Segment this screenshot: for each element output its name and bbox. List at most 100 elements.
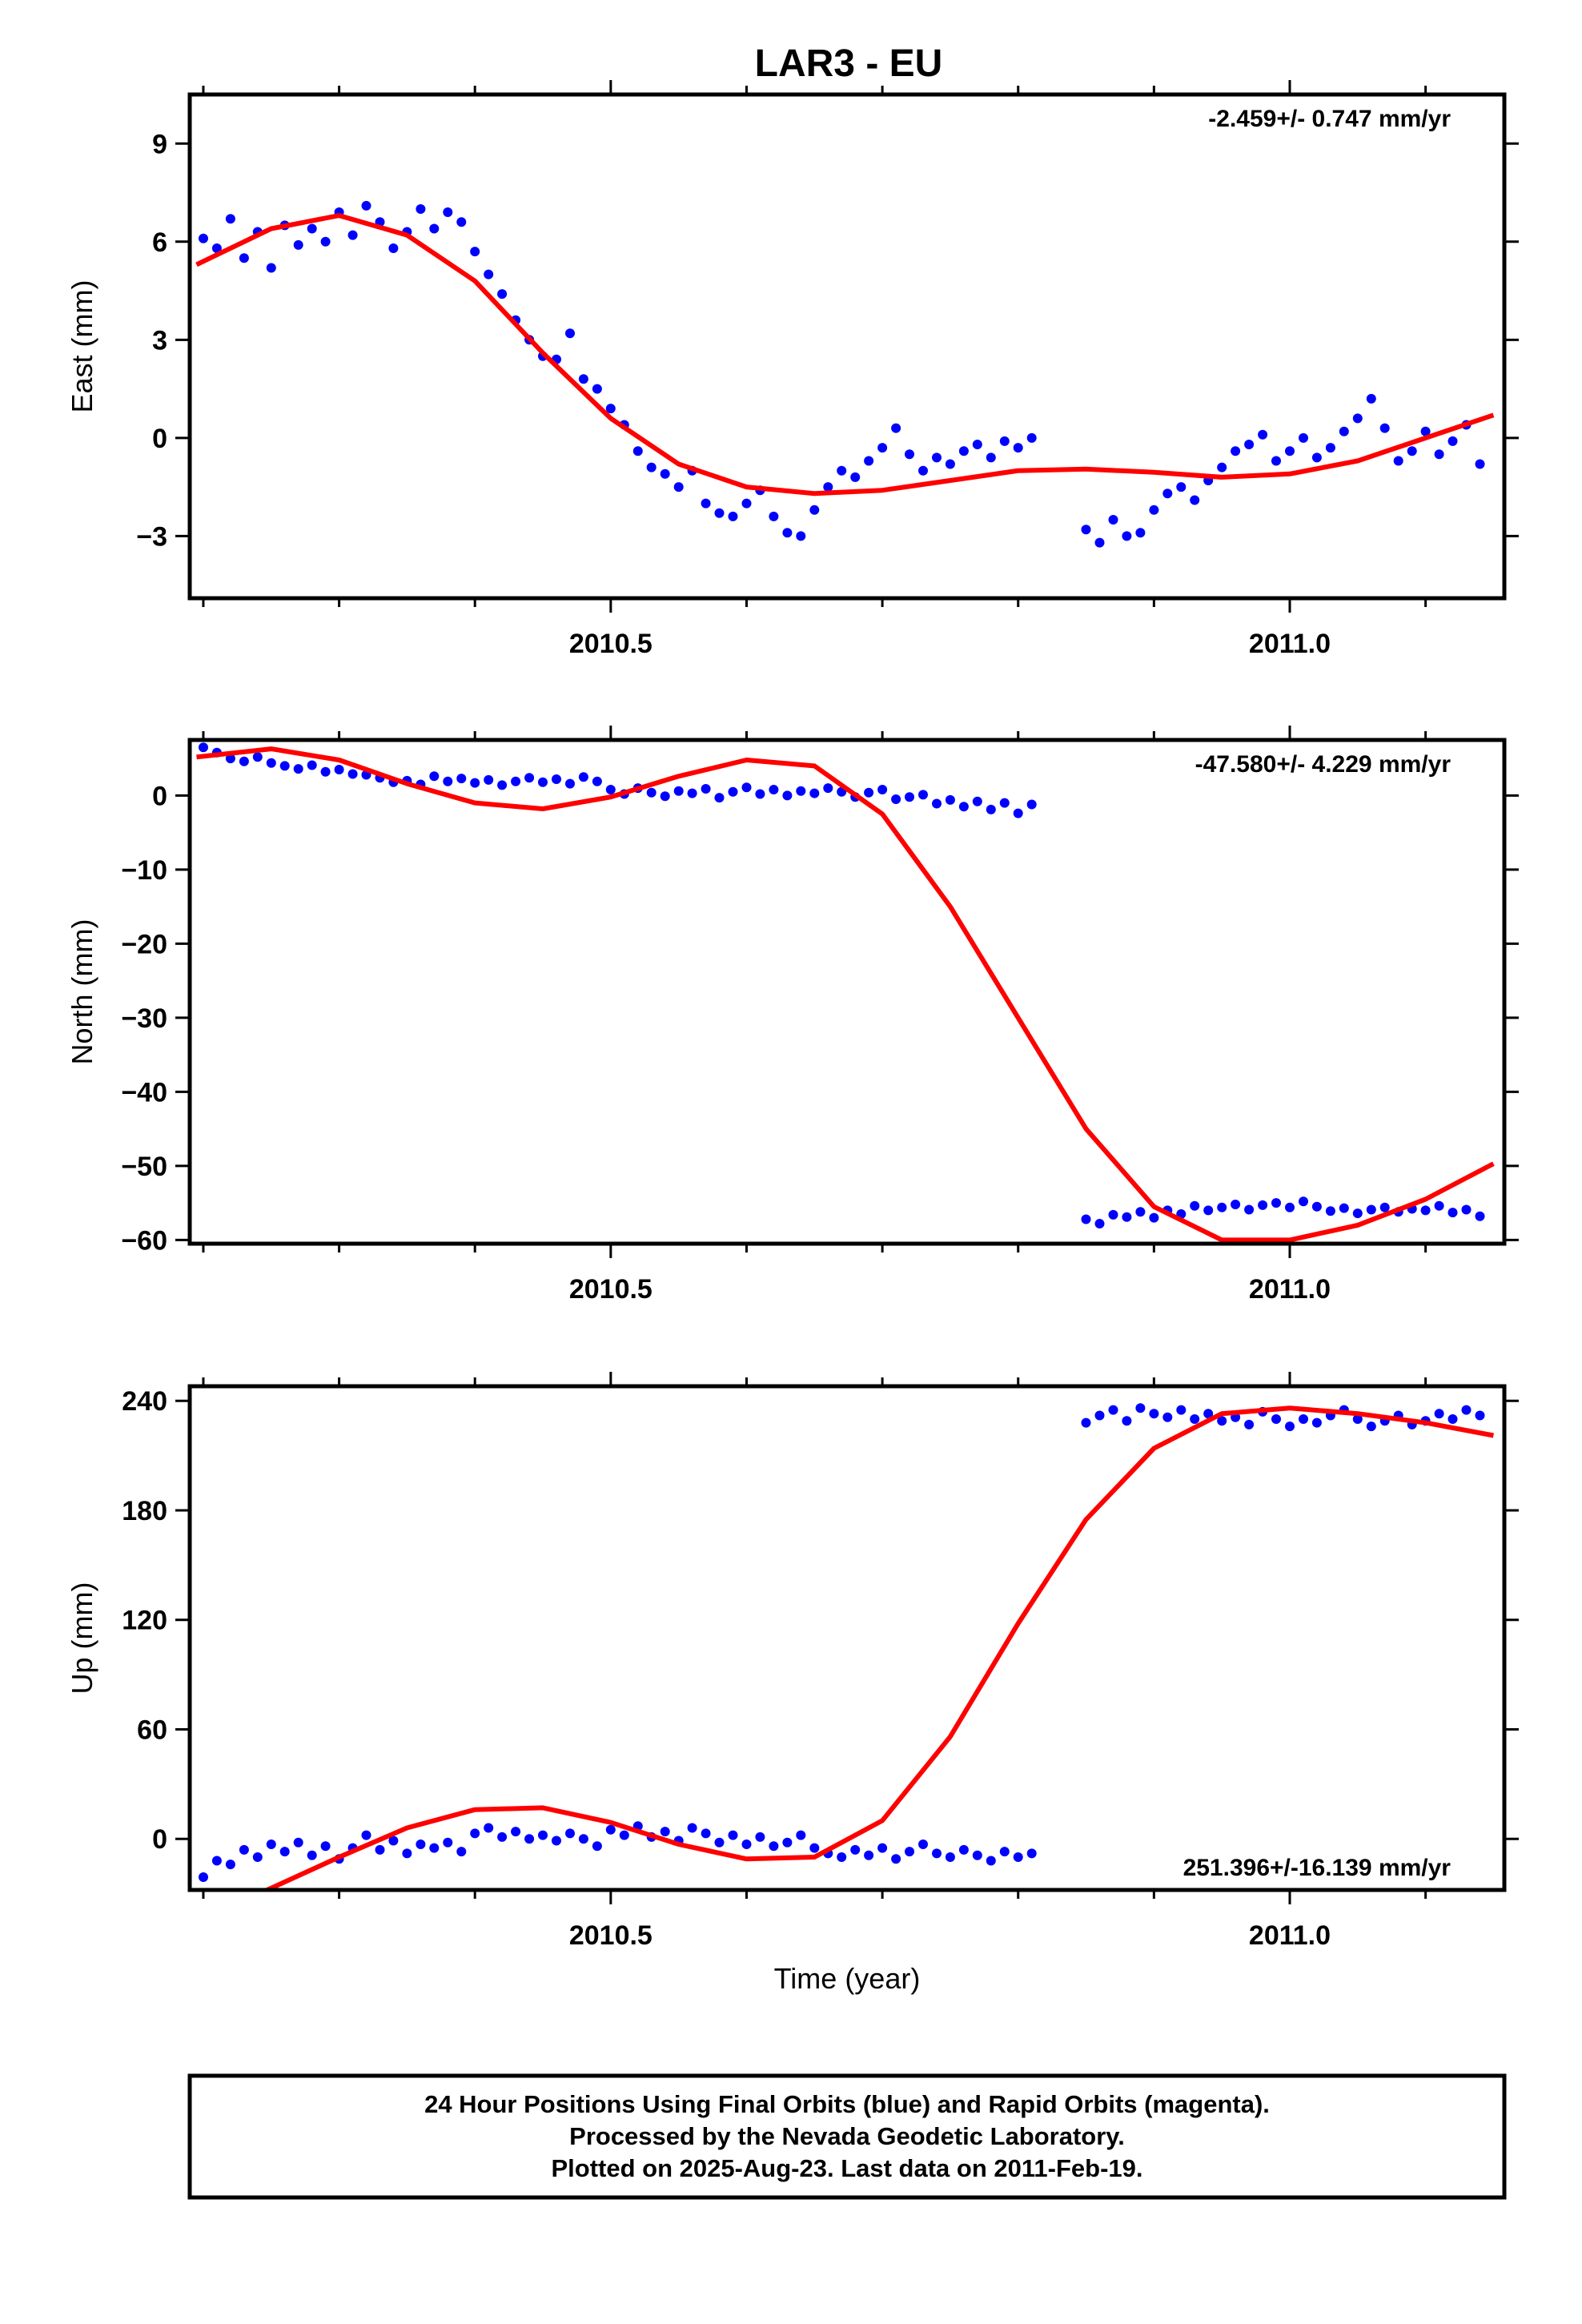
data-point <box>484 1823 494 1833</box>
data-point <box>999 798 1010 808</box>
data-point <box>361 200 371 211</box>
data-point <box>1244 1419 1255 1429</box>
y-tick-label: 3 <box>152 325 167 356</box>
data-point <box>714 793 725 803</box>
data-point <box>986 804 996 814</box>
data-point <box>1299 1196 1308 1207</box>
data-point <box>1176 1405 1186 1415</box>
data-point <box>1352 1208 1363 1219</box>
data-point <box>347 230 358 240</box>
data-point <box>1244 440 1255 449</box>
data-point <box>728 1830 738 1840</box>
data-point <box>986 452 996 463</box>
data-point <box>864 787 874 798</box>
data-point <box>660 791 670 802</box>
data-point <box>769 785 779 794</box>
data-point <box>1461 1204 1472 1215</box>
data-point <box>497 289 508 300</box>
data-point <box>1434 449 1444 460</box>
plot-frame <box>187 738 1507 1246</box>
data-point <box>1311 1417 1322 1428</box>
data-point <box>918 790 928 800</box>
data-point <box>755 1831 765 1842</box>
data-point <box>728 511 738 521</box>
data-point <box>687 788 697 798</box>
data-point <box>687 1823 697 1833</box>
data-point <box>1122 1212 1132 1222</box>
data-point <box>1135 528 1146 538</box>
data-point <box>1176 482 1186 493</box>
data-point <box>293 764 303 774</box>
y-tick-label: −20 <box>121 929 167 959</box>
data-point <box>266 263 276 273</box>
data-point <box>1149 1409 1159 1419</box>
data-point <box>1420 426 1431 436</box>
data-point <box>1258 429 1268 440</box>
data-point <box>484 774 494 785</box>
data-point <box>279 1847 290 1857</box>
data-point <box>1013 443 1023 453</box>
data-point <box>999 436 1010 446</box>
y-tick-label: 60 <box>137 1715 167 1745</box>
data-point <box>809 1843 820 1853</box>
data-point <box>1434 1200 1444 1211</box>
data-point <box>1108 1209 1118 1220</box>
data-point <box>891 423 901 433</box>
data-point <box>1094 1410 1105 1421</box>
data-point <box>1081 1214 1091 1224</box>
data-point <box>470 778 480 788</box>
data-point <box>796 531 806 541</box>
data-point <box>945 794 955 805</box>
data-point <box>755 789 765 799</box>
data-point <box>1081 1417 1091 1428</box>
plot-frame <box>187 92 1507 601</box>
data-point <box>239 756 249 766</box>
data-point <box>1217 1202 1227 1212</box>
data-point <box>497 1831 508 1842</box>
rate-label: -2.459+/- 0.747 mm/yr <box>1208 106 1451 132</box>
data-point <box>1271 456 1281 466</box>
data-point <box>823 783 833 794</box>
data-point <box>320 1841 331 1852</box>
data-point <box>918 1839 928 1849</box>
data-point <box>1447 1208 1458 1218</box>
footer-line-3: Plotted on 2025-Aug-23. Last data on 201… <box>551 2154 1142 2182</box>
y-tick-label: −40 <box>121 1077 167 1108</box>
y-tick-label: −30 <box>121 1003 167 1034</box>
rate-label: 251.396+/-16.139 mm/yr <box>1183 1855 1452 1881</box>
data-point <box>1475 1410 1485 1421</box>
data-point <box>1325 1206 1335 1216</box>
y-axis-label: North (mm) <box>66 919 98 1065</box>
data-point <box>565 1828 575 1839</box>
data-point <box>769 1841 779 1852</box>
data-point <box>199 233 208 243</box>
data-point <box>456 217 467 227</box>
x-tick-label: 2010.5 <box>569 1920 652 1951</box>
data-point <box>891 794 901 804</box>
data-point <box>972 796 982 806</box>
data-point <box>796 1830 806 1840</box>
data-point <box>1190 1200 1200 1211</box>
y-tick-label: 0 <box>152 424 167 454</box>
data-point <box>1475 459 1485 469</box>
data-point <box>1366 393 1376 404</box>
data-point <box>1108 515 1118 525</box>
data-point <box>877 785 888 794</box>
data-point <box>1203 1205 1214 1216</box>
footer-line-1: 24 Hour Positions Using Final Orbits (bl… <box>424 2090 1270 2118</box>
data-point <box>578 772 588 782</box>
data-point <box>619 1830 629 1840</box>
data-point <box>972 440 982 449</box>
north-points <box>199 742 1485 1228</box>
y-tick-label: 9 <box>152 129 167 159</box>
east-model-curve <box>195 213 1495 497</box>
data-point <box>1352 413 1363 424</box>
data-point <box>646 462 656 472</box>
data-point <box>470 247 480 257</box>
data-point <box>402 1848 412 1859</box>
data-point <box>443 1837 453 1848</box>
data-point <box>470 1828 480 1839</box>
data-point <box>932 452 942 463</box>
data-point <box>1162 489 1173 499</box>
